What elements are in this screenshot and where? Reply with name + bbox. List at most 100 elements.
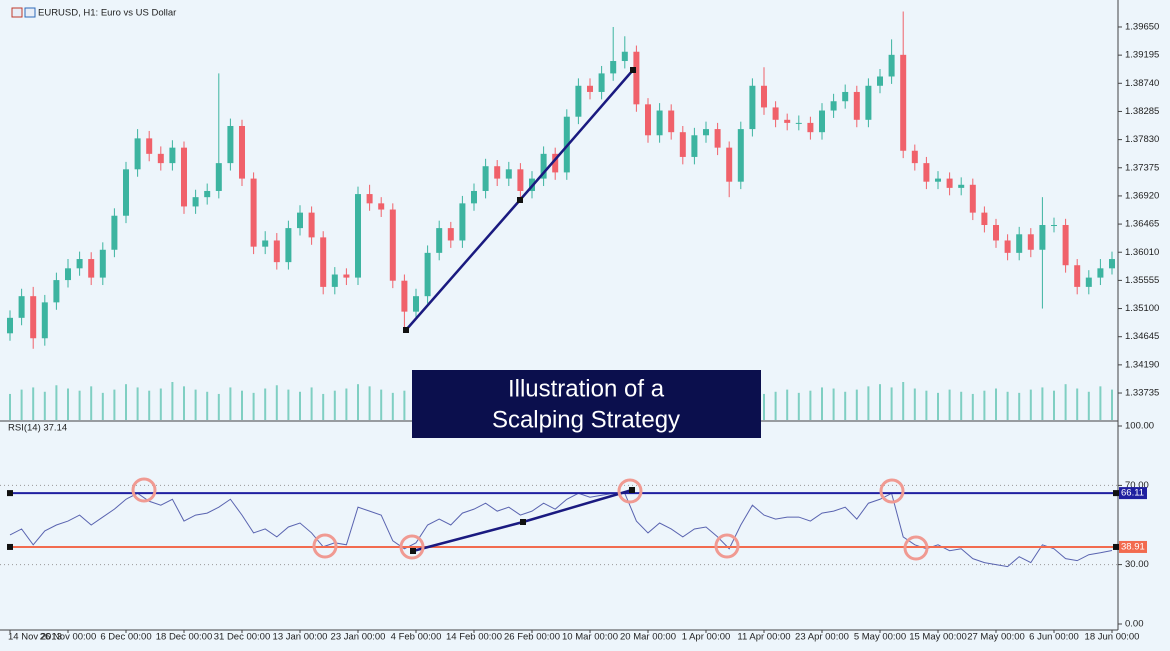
circle <box>312 533 338 559</box>
candle-body <box>482 166 489 191</box>
candle-body <box>853 91 860 120</box>
x-tick-label: 27 May 00:00 <box>967 632 1025 643</box>
candle-body <box>273 240 280 263</box>
volume-bar <box>333 390 336 420</box>
overlay-text: Illustration of a <box>508 375 665 402</box>
candle-body <box>494 166 501 179</box>
volume-bar <box>1087 391 1090 420</box>
y-tick-label: 1.34190 <box>1125 359 1159 370</box>
y-tick-label: 1.37830 <box>1125 134 1159 145</box>
volume-bar <box>890 387 893 420</box>
volume-bar <box>287 389 290 420</box>
candle-body <box>993 225 999 241</box>
volume-bar <box>948 389 951 420</box>
level-tag <box>1119 487 1147 500</box>
candle-body <box>842 91 849 102</box>
circle <box>617 478 643 504</box>
anchor <box>520 519 526 525</box>
volume-bar <box>902 382 905 420</box>
volume-bar <box>844 391 847 420</box>
volume-bar <box>983 390 986 420</box>
volume-bar <box>867 386 870 420</box>
candle-body <box>297 212 303 229</box>
volume-bar <box>310 387 313 420</box>
candle-body <box>1097 268 1104 278</box>
volume-bar <box>937 392 939 420</box>
candle-body <box>366 194 373 204</box>
candle-body <box>1062 225 1069 266</box>
level-handle <box>1113 490 1119 497</box>
anchor <box>630 67 636 73</box>
volume-bar <box>9 393 11 420</box>
candle-body <box>737 129 744 182</box>
candle-body <box>88 259 95 278</box>
y-tick-label: 70.00 <box>1125 480 1149 491</box>
volume-bar <box>960 391 963 420</box>
volume-bar <box>971 393 974 420</box>
anchor <box>403 327 409 333</box>
volume-bar <box>821 387 823 420</box>
candle-body <box>343 274 350 278</box>
candle-body <box>505 169 512 179</box>
candle-body <box>575 85 582 117</box>
volume-bar <box>78 390 81 420</box>
volume-bar <box>1029 389 1032 420</box>
candle-body <box>656 110 663 136</box>
volume-bar <box>90 386 93 420</box>
level-tag <box>1119 540 1147 553</box>
candle-body <box>181 147 187 207</box>
y-tick-label: 1.33735 <box>1125 388 1159 399</box>
x-tick-label: 18 Jun 00:00 <box>1085 632 1140 643</box>
candle-body <box>30 296 37 339</box>
volume-bar <box>32 387 35 420</box>
candle-body <box>540 153 547 179</box>
level-handle <box>1113 543 1119 550</box>
x-tick-label: 6 Jun 00:00 <box>1029 632 1079 643</box>
candle-body <box>830 101 837 111</box>
volume-bar <box>43 391 46 420</box>
volume-bar <box>264 388 267 420</box>
y-tick-label: 1.34645 <box>1125 331 1159 342</box>
candle-body <box>807 122 814 133</box>
candle-body <box>204 190 211 198</box>
circle <box>879 478 905 504</box>
y-tick-label: 1.39650 <box>1125 21 1159 32</box>
volume-bar <box>55 385 58 420</box>
volume-bar <box>1041 387 1044 420</box>
volume-bar <box>368 386 371 420</box>
candle-body <box>447 228 454 241</box>
candle-body <box>215 163 222 191</box>
overlay-text: Scalping Strategy <box>492 406 680 433</box>
candle-body <box>587 85 593 92</box>
x-tick-label: 26 Feb 00:00 <box>504 632 560 643</box>
y-tick-label: 100.00 <box>1125 421 1154 432</box>
volume-bar <box>183 386 185 420</box>
volume-bar <box>1076 388 1079 420</box>
volume-bar <box>995 388 997 420</box>
y-tick-label: 1.36920 <box>1125 190 1159 201</box>
x-tick-label: 14 Nov 2013 <box>8 632 62 643</box>
volume-bar <box>241 390 243 420</box>
candle-body <box>111 215 118 250</box>
candle-body <box>958 184 965 188</box>
candle-body <box>621 51 628 62</box>
candle-body <box>552 153 559 173</box>
candle-body <box>320 237 327 287</box>
volume-bar <box>1053 390 1055 420</box>
rsi-title: RSI(14) 37.14 <box>8 423 67 434</box>
highlight-circles <box>131 477 929 561</box>
candle-body <box>389 209 396 281</box>
volume-bar <box>1018 392 1021 420</box>
candle-body <box>41 302 48 339</box>
candle-body <box>1051 225 1057 227</box>
x-tick-label: 31 Dec 00:00 <box>214 632 271 643</box>
volume-bar <box>136 387 139 420</box>
x-tick-label: 5 May 00:00 <box>854 632 906 643</box>
volume-bar <box>1006 391 1009 420</box>
y-tick-label: 1.37375 <box>1125 162 1159 173</box>
volume-bar <box>217 393 220 420</box>
candle-body <box>227 125 234 164</box>
volume-bar <box>299 391 301 420</box>
candle-body <box>981 212 988 226</box>
